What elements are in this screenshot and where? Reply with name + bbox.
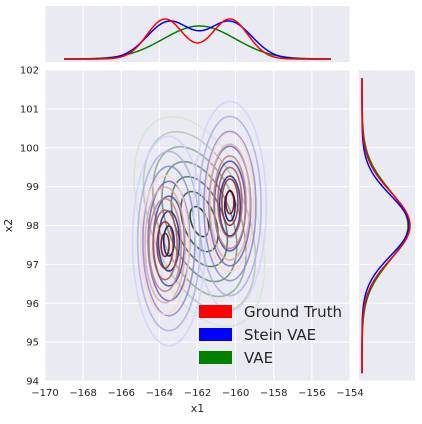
x-tick-label: −158 bbox=[260, 388, 287, 399]
legend: Ground Truth Stein VAE VAE bbox=[199, 303, 342, 367]
x-tick-label: −164 bbox=[146, 388, 173, 399]
x-tick-label: −162 bbox=[184, 388, 211, 399]
contour-ground-truth bbox=[140, 174, 191, 316]
x-tick-label: −154 bbox=[336, 388, 363, 399]
contour-ground-truth bbox=[204, 131, 255, 273]
x-tick-labels: −170 −168 −166 −164 −162 −160 −158 −156 −154 bbox=[31, 388, 363, 399]
legend-label: VAE bbox=[244, 349, 273, 367]
contour-ground-truth bbox=[225, 189, 235, 215]
top-density-ground-truth bbox=[64, 18, 331, 60]
y-tick-label: 99 bbox=[26, 182, 39, 193]
y-tick-label: 94 bbox=[26, 377, 39, 388]
y-tick-label: 101 bbox=[20, 104, 39, 115]
contour-ground-truth bbox=[217, 166, 243, 238]
contour-ground-truth bbox=[148, 197, 182, 293]
contour-ground-truth bbox=[144, 186, 186, 304]
contour-stein-vae bbox=[197, 115, 262, 297]
x-tick-label: −168 bbox=[69, 388, 96, 399]
contour-stein-vae bbox=[136, 150, 201, 332]
x-tick-label: −166 bbox=[108, 388, 135, 399]
x-tick-label: −156 bbox=[298, 388, 325, 399]
legend-label: Stein VAE bbox=[244, 326, 316, 344]
y-tick-label: 95 bbox=[26, 338, 39, 349]
joint-kde-contours bbox=[131, 100, 268, 347]
y-tick-label: 97 bbox=[26, 260, 39, 271]
right-density-ground-truth bbox=[361, 78, 411, 374]
contour-ground-truth bbox=[209, 143, 251, 261]
contour-ground-truth bbox=[221, 178, 239, 227]
contour-ground-truth bbox=[156, 220, 174, 269]
y-axis-label: x2 bbox=[2, 219, 15, 233]
legend-swatch bbox=[199, 305, 232, 318]
contour-ground-truth bbox=[213, 155, 247, 250]
x-axis-label: x1 bbox=[191, 402, 205, 415]
top-marginal-curves bbox=[64, 18, 331, 60]
y-tick-label: 96 bbox=[26, 299, 39, 310]
legend-swatch bbox=[199, 351, 232, 364]
y-tick-label: 98 bbox=[26, 221, 39, 232]
contour-stein-vae bbox=[218, 175, 242, 237]
contour-vae bbox=[161, 160, 238, 283]
contour-ground-truth bbox=[160, 232, 170, 258]
y-tick-label: 100 bbox=[20, 143, 39, 154]
top-grid bbox=[44, 6, 351, 62]
legend-swatch bbox=[199, 328, 232, 341]
contour-stein-vae bbox=[203, 130, 257, 282]
right-marginal-curves bbox=[361, 78, 411, 374]
legend-label: Ground Truth bbox=[244, 303, 342, 321]
x-tick-label: −160 bbox=[222, 388, 249, 399]
contour-vae bbox=[133, 115, 266, 328]
contour-ground-truth bbox=[152, 209, 178, 281]
y-tick-label: 102 bbox=[20, 66, 39, 77]
y-tick-labels: 94 95 96 97 98 99 100 101 102 bbox=[20, 66, 39, 388]
x-tick-label: −170 bbox=[31, 388, 58, 399]
contour-stein-vae bbox=[131, 135, 207, 347]
